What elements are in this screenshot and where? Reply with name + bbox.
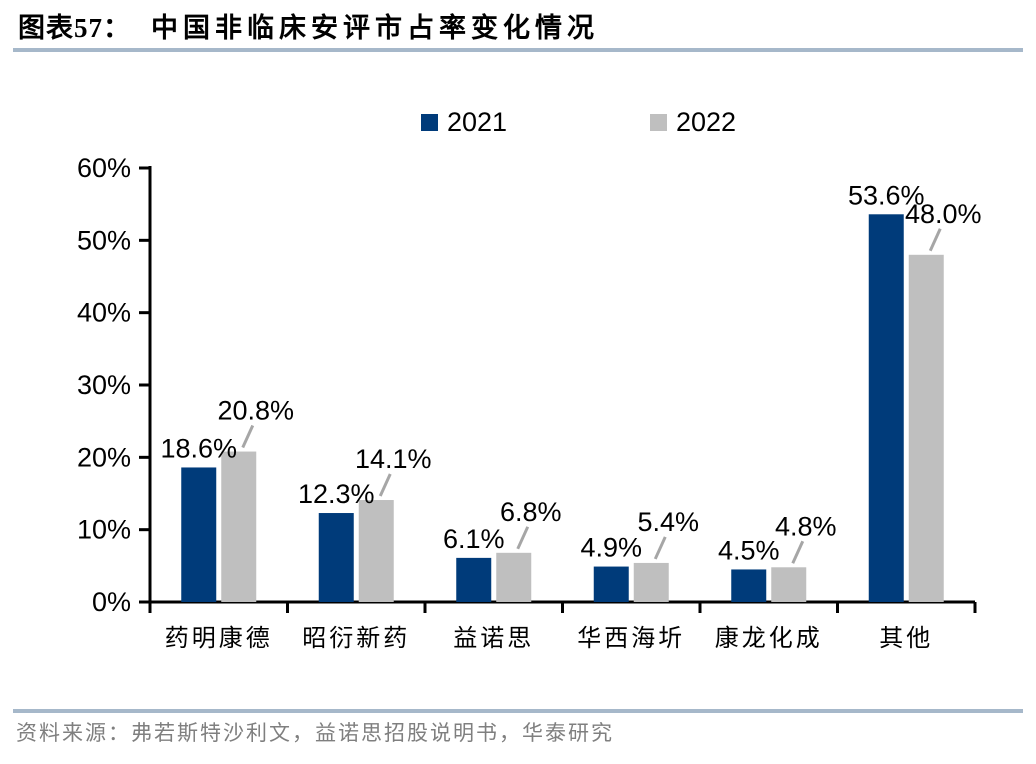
footer-divider: [13, 709, 1023, 713]
legend-swatch-2021: [421, 114, 438, 131]
value-label-2021-康龙化成: 4.5%: [718, 535, 780, 565]
leader-line-药明康德: [241, 424, 255, 449]
value-label-2021-华西海圻: 4.9%: [580, 533, 642, 563]
bar-2022-药明康德: [221, 451, 257, 602]
value-label-2022-益诺思: 6.8%: [500, 497, 562, 527]
leader-line-昭衍新药: [378, 473, 392, 497]
y-tick-label: 50%: [77, 225, 131, 255]
value-label-2022-华西海圻: 5.4%: [637, 507, 699, 537]
legend-item-2021: 2021: [421, 107, 507, 138]
value-label-2022-昭衍新药: 14.1%: [355, 444, 432, 474]
title-divider: [13, 48, 1023, 52]
figure-title: 中国非临床安评市占率变化情况: [151, 13, 599, 43]
figure-number-label: 图表57：: [18, 13, 131, 43]
legend-label-2021: 2021: [447, 107, 508, 137]
page-title: 图表57： 中国非临床安评市占率变化情况: [18, 6, 599, 45]
bar-2021-华西海圻: [593, 566, 629, 602]
category-label-药明康德: 药明康德: [165, 625, 273, 652]
legend-label-2022: 2022: [676, 107, 737, 137]
value-label-2022-康龙化成: 4.8%: [775, 511, 837, 541]
category-label-华西海圻: 华西海圻: [577, 625, 685, 652]
value-label-2022-药明康德: 20.8%: [217, 396, 294, 426]
leader-line-康龙化成: [791, 540, 805, 564]
bar-2021-昭衍新药: [318, 513, 354, 602]
y-tick-label: 40%: [77, 298, 131, 328]
bar-2022-康龙化成: [771, 567, 807, 602]
category-label-昭衍新药: 昭衍新药: [302, 625, 410, 652]
leader-line-其他: [928, 228, 942, 252]
bar-2022-华西海圻: [633, 562, 669, 602]
category-label-益诺思: 益诺思: [453, 625, 534, 652]
value-label-2021-其他: 53.6%: [848, 180, 925, 210]
bar-2021-益诺思: [456, 557, 492, 602]
value-label-2021-昭衍新药: 12.3%: [298, 479, 375, 509]
bar-2022-其他: [908, 254, 944, 603]
bar-2021-其他: [868, 214, 904, 602]
source-text: 资料来源：弗若斯特沙利文，益诺思招股说明书，华泰研究: [16, 721, 614, 745]
category-label-康龙化成: 康龙化成: [715, 625, 823, 652]
y-tick-label: 10%: [77, 515, 131, 545]
y-tick-label: 20%: [77, 442, 131, 472]
legend-swatch-2022: [650, 114, 667, 131]
bar-2022-益诺思: [496, 552, 532, 602]
category-label-其他: 其他: [879, 625, 933, 652]
value-label-2022-其他: 48.0%: [905, 199, 982, 229]
y-tick-label: 30%: [77, 370, 131, 400]
bar-2021-康龙化成: [731, 569, 767, 602]
y-tick-label: 60%: [77, 153, 131, 183]
y-tick-label: 0%: [92, 587, 131, 617]
leader-line-益诺思: [516, 526, 530, 550]
value-label-2021-益诺思: 6.1%: [443, 524, 505, 554]
bar-2021-药明康德: [181, 467, 217, 602]
value-label-2021-药明康德: 18.6%: [160, 433, 237, 463]
bar-2022-昭衍新药: [358, 500, 394, 602]
leader-line-华西海圻: [653, 536, 667, 560]
legend-item-2022: 2022: [650, 107, 736, 138]
